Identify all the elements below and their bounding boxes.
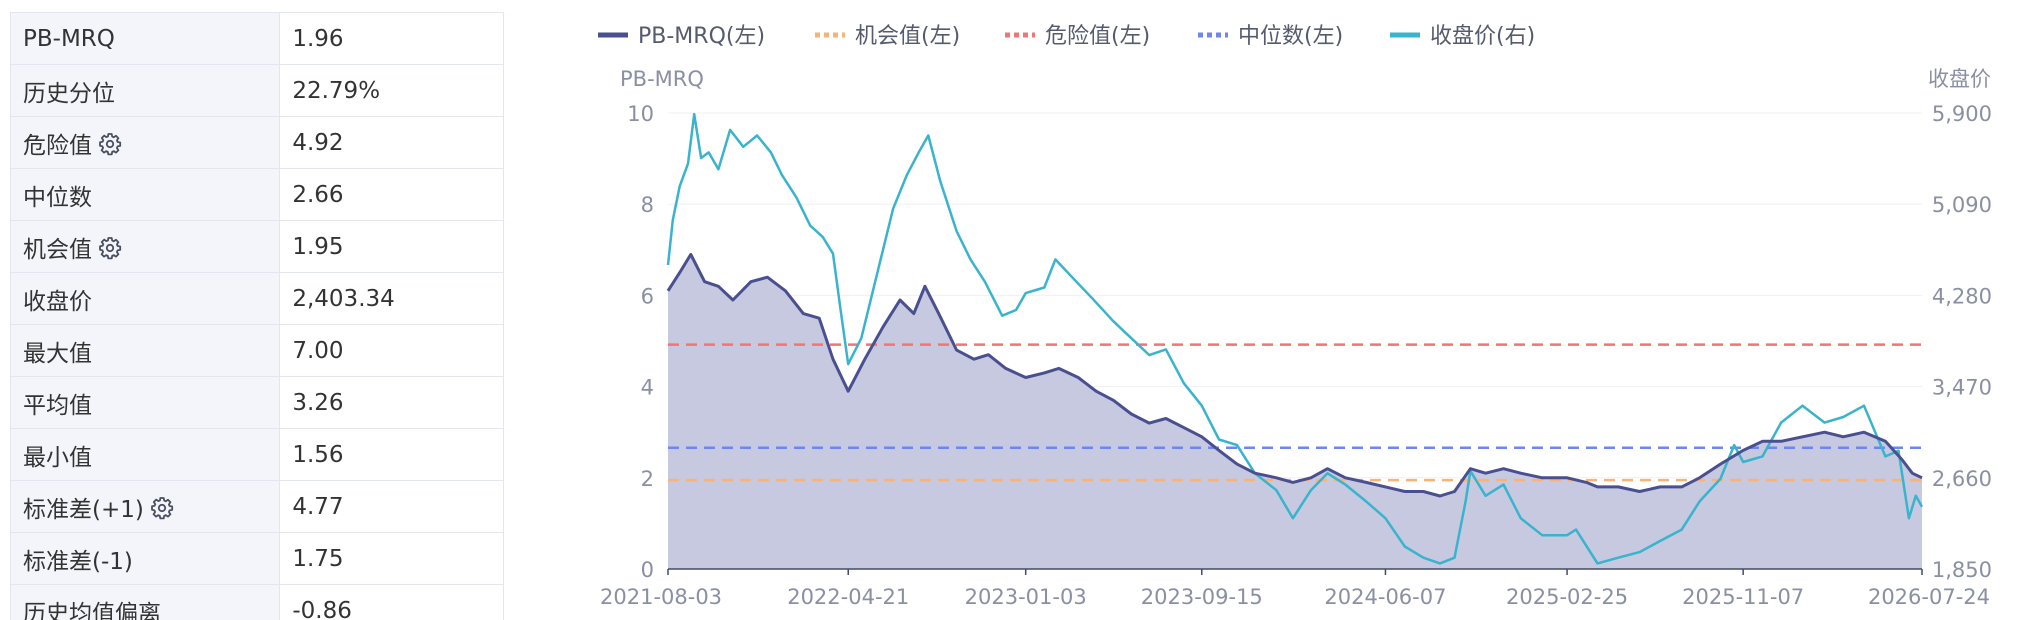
stats-value: 22.79% (279, 64, 504, 117)
x-tick-label: 2026-07-24 (1868, 585, 1990, 609)
stats-label: 危险值 (10, 116, 281, 169)
stats-panel: PB-MRQ 1.96 历史分位 22.79% 危险值 4.92 中位数 2.66 机会值 1.9… (10, 12, 504, 620)
close-price-line (666, 112, 1924, 565)
stats-row: PB-MRQ 1.96 (10, 12, 504, 65)
x-tick-label: 2024-06-07 (1324, 585, 1446, 609)
left-tick-label: 10 (627, 102, 654, 126)
stats-value: 2,403.34 (279, 272, 504, 325)
right-tick-label: 5,900 (1932, 102, 1992, 126)
stats-label: 最小值 (10, 428, 281, 481)
stats-row: 危险值 4.92 (10, 116, 504, 169)
x-tick-label: 2022-04-21 (787, 585, 909, 609)
stats-label: 收盘价 (10, 272, 281, 325)
stats-label: 平均值 (10, 376, 281, 429)
stats-value: -0.86 (279, 584, 504, 620)
stats-label-text: 历史分位 (23, 80, 115, 107)
right-tick-label: 5,090 (1932, 193, 1992, 217)
stats-label-text: 危险值 (23, 132, 92, 159)
legend-label[interactable]: 危险值(左) (1045, 24, 1150, 49)
stats-label: 历史均值偏离 (10, 584, 281, 620)
pb-mrq-line (666, 252, 1923, 498)
legend-label[interactable]: 机会值(左) (855, 24, 960, 49)
stats-value: 2.66 (279, 168, 504, 221)
pb-area-fill (668, 254, 1922, 569)
stats-label-text: 最小值 (23, 444, 92, 471)
stats-label-text: PB-MRQ (23, 25, 115, 52)
reference-lines (668, 343, 1922, 482)
stats-row: 最小值 1.56 (10, 428, 504, 481)
x-tick-label: 2023-09-15 (1141, 585, 1263, 609)
stats-value: 4.92 (279, 116, 504, 169)
stats-row: 历史均值偏离 -0.86 (10, 584, 504, 620)
gear-icon[interactable] (150, 496, 174, 520)
stats-label-text: 标准差(+1) (23, 496, 144, 523)
stats-table: PB-MRQ 1.96 历史分位 22.79% 危险值 4.92 中位数 2.66 机会值 1.9… (10, 12, 504, 620)
stats-label-text: 标准差(-1) (23, 548, 133, 575)
x-tick-label: 2021-08-03 (600, 585, 722, 609)
gear-icon[interactable] (98, 236, 122, 260)
stats-value: 1.95 (279, 220, 504, 273)
x-tick-label: 2025-11-07 (1682, 585, 1804, 609)
stats-label-text: 平均值 (23, 392, 92, 419)
stats-label: 标准差(+1) (10, 480, 281, 533)
x-tick-label: 2025-02-25 (1506, 585, 1628, 609)
stats-label-text: 收盘价 (23, 288, 92, 315)
left-tick-label: 0 (641, 558, 654, 582)
left-tick-label: 6 (641, 284, 654, 308)
stats-label-text: 中位数 (23, 184, 92, 211)
stats-value: 7.00 (279, 324, 504, 377)
right-tick-label: 4,280 (1932, 284, 1992, 308)
stats-label: 标准差(-1) (10, 532, 281, 585)
stats-row: 中位数 2.66 (10, 168, 504, 221)
left-tick-label: 2 (641, 467, 654, 491)
series-lines (666, 112, 1924, 565)
stats-label: 机会值 (10, 220, 281, 273)
stats-label-text: 机会值 (23, 236, 92, 263)
stats-label-text: 历史均值偏离 (23, 600, 161, 620)
right-tick-label: 2,660 (1932, 467, 1992, 491)
stats-value: 4.77 (279, 480, 504, 533)
right-tick-label: 3,470 (1932, 376, 1992, 400)
legend-label[interactable]: 收盘价(右) (1430, 24, 1535, 49)
stats-row: 标准差(+1) 4.77 (10, 480, 504, 533)
stats-value: 1.56 (279, 428, 504, 481)
stats-label: PB-MRQ (10, 12, 281, 65)
pb-area (668, 254, 1922, 569)
gear-icon[interactable] (98, 132, 122, 156)
right-axis-title: 收盘价 (1928, 67, 1991, 91)
stats-row: 机会值 1.95 (10, 220, 504, 273)
x-tick-label: 2023-01-03 (965, 585, 1087, 609)
stats-value: 3.26 (279, 376, 504, 429)
stats-value: 1.75 (279, 532, 504, 585)
stats-value: 1.96 (279, 12, 504, 65)
legend-label[interactable]: 中位数(左) (1238, 24, 1343, 49)
stats-row: 标准差(-1) 1.75 (10, 532, 504, 585)
stats-row: 收盘价 2,403.34 (10, 272, 504, 325)
chart-axes: 10 8 6 4 2 0 5,900 5,090 4,280 3,470 2,660 1,850 202… (600, 102, 1992, 609)
left-tick-label: 8 (641, 193, 654, 217)
stats-row: 平均值 3.26 (10, 376, 504, 429)
left-tick-label: 4 (641, 376, 654, 400)
left-axis-title: PB-MRQ (620, 67, 704, 91)
right-tick-label: 1,850 (1932, 558, 1992, 582)
legend-label[interactable]: PB-MRQ(左) (638, 24, 765, 49)
chart-legend: PB-MRQ(左) 机会值(左) 危险值(左) 中位数(左) 收盘价(右) (598, 24, 1535, 49)
stats-label-text: 最大值 (23, 340, 92, 367)
